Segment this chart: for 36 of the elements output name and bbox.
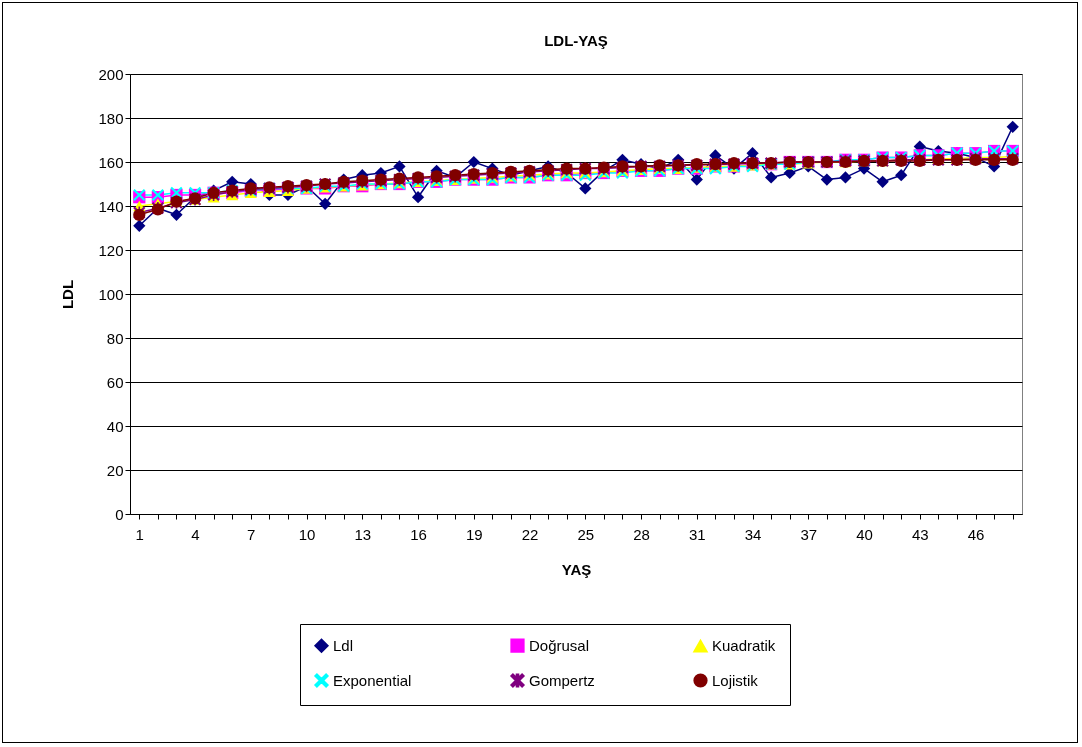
x-tick-label: 40 xyxy=(856,525,873,543)
y-tick-label: 20 xyxy=(106,461,124,479)
x-tick-label: 28 xyxy=(633,525,650,543)
y-tick-label: 0 xyxy=(115,505,124,523)
x-tick-label: 1 xyxy=(135,525,144,543)
x-tick-label: 37 xyxy=(800,525,818,543)
x-tick-label: 13 xyxy=(354,525,372,543)
x-tick-label: 22 xyxy=(521,525,539,543)
legend-label: Ldl xyxy=(333,636,354,654)
y-tick-label: 140 xyxy=(98,197,124,215)
x-tick-label: 19 xyxy=(465,525,483,543)
chart-title: LDL-YAŞ xyxy=(544,32,608,49)
y-tick-label: 100 xyxy=(98,285,124,303)
x-tick-label: 25 xyxy=(577,525,595,543)
y-tick-label: 160 xyxy=(98,153,124,171)
x-axis-title: YAŞ xyxy=(561,560,592,578)
y-axis-title: LDL xyxy=(59,279,77,310)
legend-label: Lojistik xyxy=(712,671,759,689)
legend-label: Gompertz xyxy=(529,671,595,689)
x-tick-label: 43 xyxy=(911,525,929,543)
y-tick-label: 180 xyxy=(98,109,124,127)
x-tick-label: 34 xyxy=(744,525,762,543)
y-tick-label: 40 xyxy=(106,417,124,435)
legend-label: Exponential xyxy=(333,671,412,689)
y-tick-label: 80 xyxy=(106,329,124,347)
x-tick-label: 16 xyxy=(410,525,427,543)
x-tick-label: 46 xyxy=(967,525,985,543)
x-tick-label: 4 xyxy=(191,525,200,543)
y-tick-label: 120 xyxy=(98,241,124,259)
legend-label: Kuadratik xyxy=(712,637,776,655)
y-tick-label: 60 xyxy=(106,373,124,391)
y-tick-label: 200 xyxy=(98,65,124,83)
legend-label: Doğrusal xyxy=(529,636,590,654)
x-tick-label: 10 xyxy=(298,525,316,543)
x-tick-label: 31 xyxy=(688,525,706,543)
x-tick-label: 7 xyxy=(247,525,256,543)
